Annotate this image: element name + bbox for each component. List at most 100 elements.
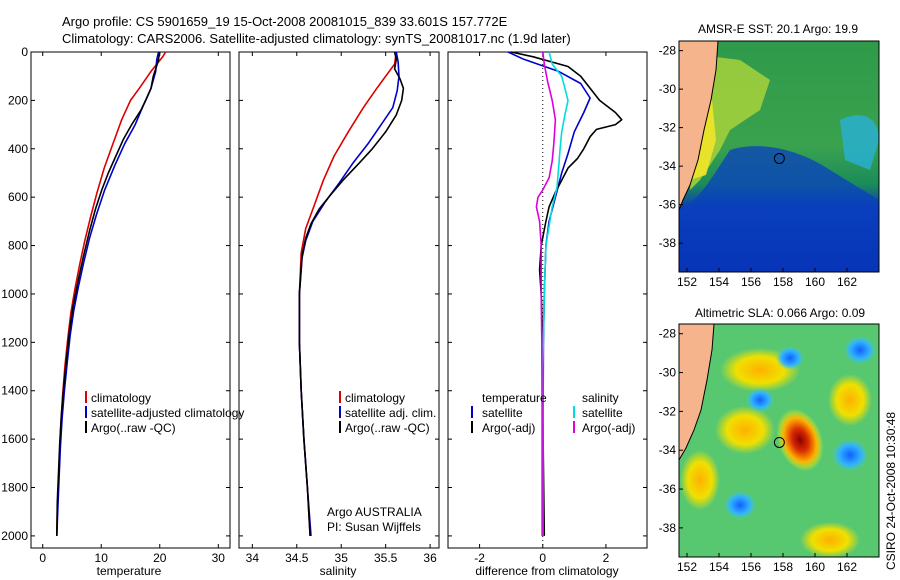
series-line-temperature-satellite xyxy=(507,51,591,536)
map-x-tick-label: 160 xyxy=(805,560,825,574)
sla-coastline xyxy=(679,324,715,461)
temperature-xlabel: temperature xyxy=(97,564,162,578)
y-tick-label: 1000 xyxy=(1,287,28,301)
map-x-tick-label: 156 xyxy=(741,560,761,574)
sla-cold-anomaly xyxy=(832,439,868,471)
difference-xlabel: difference from climatology xyxy=(475,564,618,578)
temperature-axes-frame xyxy=(30,51,231,549)
map-y-tick-label: -36 xyxy=(659,482,677,496)
map-y-tick-label: -38 xyxy=(659,521,677,535)
x-tick-label: 34.5 xyxy=(285,551,309,565)
series-line-climatology xyxy=(56,51,167,536)
series-line-argo-raw-qc xyxy=(298,51,405,536)
map-x-tick-label: 156 xyxy=(741,275,761,289)
sla-cold-anomaly xyxy=(746,388,774,412)
series-line-satellite-adj-clim xyxy=(298,51,400,536)
float-position-marker xyxy=(773,152,785,164)
legend-label: satellite xyxy=(582,406,623,420)
map-x-tick-label: 152 xyxy=(677,275,697,289)
salinity-plot: 34 34.5 35 35.5 36 xyxy=(239,51,439,565)
x-tick-label: 2 xyxy=(603,551,610,565)
difference-legend: temperature satellite Argo(-adj) salinit… xyxy=(471,391,635,435)
legend-label: satellite adj. clim. xyxy=(345,406,436,420)
y-tick-label: 400 xyxy=(8,142,28,156)
series-line-satellite-adjusted-climatology xyxy=(56,51,160,536)
y-tick-label: 600 xyxy=(8,190,28,204)
sst-coastline xyxy=(679,41,719,211)
sla-hot-eddy xyxy=(776,409,824,471)
sla-warm-anomaly xyxy=(800,522,860,557)
credit-pi: PI: Susan Wijffels xyxy=(327,520,421,534)
legend-title-salinity: salinity xyxy=(582,391,619,405)
legend-label: Argo(..raw -QC) xyxy=(91,421,176,435)
sst-land xyxy=(679,41,718,210)
sst-map-axes: 152 154 156 158 160 162 -28 -30 -32 -34 -36 -38 xyxy=(659,44,858,289)
map-x-tick-label: 154 xyxy=(709,275,729,289)
x-tick-label: 30 xyxy=(212,551,226,565)
sla-map xyxy=(679,324,879,557)
credit-country: Argo AUSTRALIA xyxy=(327,505,422,519)
x-tick-label: -2 xyxy=(474,551,485,565)
header-line2: Climatology: CARS2006. Satellite-adjuste… xyxy=(62,31,571,46)
sst-eddy xyxy=(840,115,879,170)
series-line-temperature-argo-adj xyxy=(511,51,623,536)
map-y-tick-label: -36 xyxy=(659,198,677,212)
y-tick-label: 200 xyxy=(8,93,28,107)
sla-map-frame xyxy=(678,323,880,558)
x-tick-label: 10 xyxy=(95,551,109,565)
map-y-tick-label: -32 xyxy=(659,404,677,418)
header-line1: Argo profile: CS 5901659_19 15-Oct-2008 … xyxy=(62,14,508,29)
map-y-tick-label: -30 xyxy=(659,82,677,96)
temperature-plot: 0 10 20 30 0 200 400 600 800 1000 1200 1400 1600 1800… xyxy=(1,45,230,565)
series-line-salinity-satellite xyxy=(541,51,569,536)
sst-map xyxy=(679,41,879,272)
map-x-tick-label: 162 xyxy=(837,560,857,574)
y-tick-label: 1600 xyxy=(1,432,28,446)
y-tick-label: 1200 xyxy=(1,335,28,349)
x-tick-label: 34 xyxy=(246,551,260,565)
map-x-tick-label: 154 xyxy=(709,560,729,574)
legend-label: Argo(-adj) xyxy=(582,421,635,435)
x-tick-label: 0 xyxy=(39,551,46,565)
sla-cold-anomaly xyxy=(776,346,804,370)
sla-map-axes: 152 154 156 158 160 162 -28 -30 -32 -34 -36 -38 xyxy=(659,327,858,574)
x-tick-label: 35 xyxy=(335,551,349,565)
float-position-marker xyxy=(773,436,785,448)
sst-cool-water xyxy=(679,146,879,272)
sla-cold-anomaly xyxy=(724,491,756,519)
sla-cold-anomaly xyxy=(844,336,876,364)
sla-map-title: Altimetric SLA: 0.066 Argo: 0.09 xyxy=(695,306,865,320)
temperature-legend: climatology satellite-adjusted climatolo… xyxy=(85,391,244,435)
sla-warm-anomaly xyxy=(680,450,720,510)
map-y-tick-label: -34 xyxy=(659,159,677,173)
map-y-tick-label: -34 xyxy=(659,443,677,457)
map-x-tick-label: 152 xyxy=(677,560,697,574)
salinity-axes-frame xyxy=(238,51,440,549)
map-y-tick-label: -28 xyxy=(659,327,677,341)
x-tick-label: 35.5 xyxy=(374,551,398,565)
difference-axes-frame xyxy=(447,51,648,549)
map-x-tick-label: 162 xyxy=(837,275,857,289)
sla-land xyxy=(679,324,714,460)
x-tick-label: 20 xyxy=(153,551,167,565)
y-tick-label: 0 xyxy=(21,45,28,59)
map-x-tick-label: 158 xyxy=(773,275,793,289)
y-tick-label: 1800 xyxy=(1,481,28,495)
sst-map-title: AMSR-E SST: 20.1 Argo: 19.9 xyxy=(698,22,858,36)
map-y-tick-label: -28 xyxy=(659,44,677,58)
map-y-tick-label: -32 xyxy=(659,121,677,135)
salinity-xlabel: salinity xyxy=(320,564,357,578)
map-y-tick-label: -38 xyxy=(659,236,677,250)
y-tick-label: 800 xyxy=(8,239,28,253)
x-tick-label: 0 xyxy=(539,551,546,565)
legend-label: climatology xyxy=(91,391,151,405)
csiro-stamp: CSIRO 24-Oct-2008 10:30:48 xyxy=(884,412,898,570)
salinity-legend: climatology satellite adj. clim. Argo(..… xyxy=(327,391,436,534)
map-x-tick-label: 160 xyxy=(805,275,825,289)
legend-title-temperature: temperature xyxy=(482,391,547,405)
y-tick-label: 1400 xyxy=(1,384,28,398)
legend-label: satellite-adjusted climatology xyxy=(91,406,244,420)
map-y-tick-label: -30 xyxy=(659,366,677,380)
difference-plot: -2 0 2 xyxy=(448,51,647,565)
